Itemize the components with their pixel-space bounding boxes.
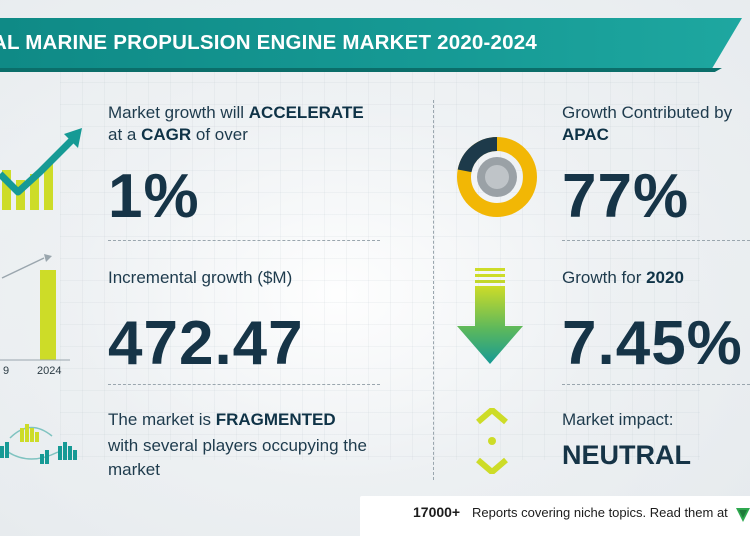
center-divider: [433, 100, 434, 480]
divider-right-2: [562, 384, 750, 385]
growth-label-line2: at a CAGR of over: [108, 125, 248, 144]
divider-right-1: [562, 240, 750, 241]
footer-text: Reports covering niche topics. Read them…: [472, 505, 728, 520]
apac-donut-icon: [457, 137, 537, 217]
background-grid: [60, 60, 700, 460]
neutral-impact-icon: [476, 408, 508, 474]
divider-left-2: [108, 384, 380, 385]
divider-left-1: [108, 240, 380, 241]
year-label-right: 2024: [37, 365, 62, 377]
fragmented-market-icon: [0, 424, 77, 464]
incremental-value: 472.47: [108, 309, 304, 378]
footer-report-count: 17000+: [413, 504, 461, 520]
down-arrow-icon: [457, 268, 523, 364]
brand-logo-icon: [736, 508, 750, 522]
footer-bar: 17000+ Reports covering niche topics. Re…: [360, 496, 750, 536]
impact-value: NEUTRAL: [562, 440, 691, 470]
cagr-value: 1%: [108, 162, 200, 231]
market-label-line1: The market is FRAGMENTED: [108, 410, 336, 429]
growth-chart-icon: [0, 128, 82, 210]
market-label-line3: market: [108, 460, 160, 479]
year-label-left: 9: [3, 365, 10, 377]
growth2020-value: 7.45%: [562, 309, 743, 378]
market-label-line2: with several players occupying the: [108, 436, 367, 455]
page-title: AL MARINE PROPULSION ENGINE MARKET 2020-…: [0, 31, 537, 54]
impact-label: Market impact:: [562, 410, 674, 429]
apac-value: 77%: [562, 162, 690, 231]
header-strip: [0, 68, 722, 72]
apac-region: APAC: [562, 125, 609, 144]
apac-label-line1: Growth Contributed by: [562, 103, 733, 122]
incremental-bar-icon: [0, 254, 70, 361]
incremental-label: Incremental growth ($M): [108, 268, 293, 287]
growth-label-line1: Market growth will ACCELERATE: [108, 103, 364, 122]
header-banner: [0, 18, 742, 68]
growth2020-label: Growth for 2020: [562, 268, 684, 287]
